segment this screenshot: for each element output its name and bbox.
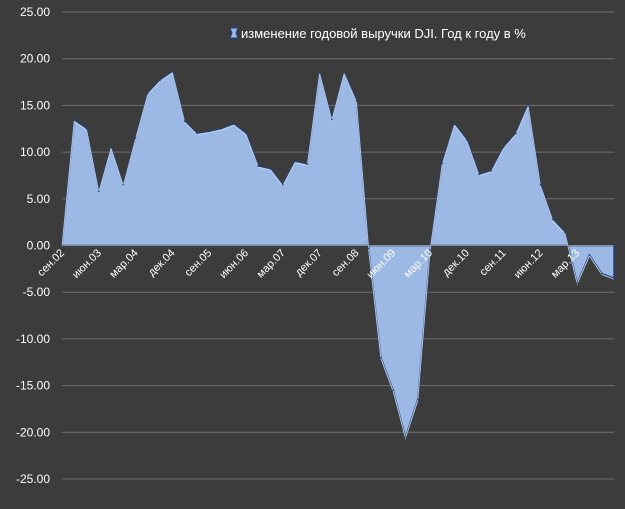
data-point — [551, 218, 554, 221]
y-tick-label: -20.00 — [16, 425, 50, 439]
plot-area — [61, 70, 615, 440]
data-point — [269, 168, 272, 170]
data-point — [294, 160, 296, 163]
data-point — [85, 127, 88, 130]
data-point — [343, 71, 345, 74]
data-point — [257, 165, 260, 167]
legend-label: изменение годовой выручки DJI. Год к год… — [241, 26, 526, 41]
y-tick-label: -5.00 — [23, 285, 51, 299]
y-tick-label: 20.00 — [20, 52, 50, 66]
data-point — [318, 71, 321, 74]
data-point — [98, 190, 100, 193]
data-point — [232, 123, 235, 125]
y-tick-label: 5.00 — [27, 192, 51, 206]
data-point — [220, 127, 223, 130]
data-point — [73, 119, 76, 122]
data-point — [453, 123, 456, 125]
data-point — [600, 272, 603, 275]
y-tick-label: 10.00 — [20, 145, 50, 159]
data-point — [306, 163, 309, 166]
legend: изменение годовой выручки DJI. Год к год… — [229, 26, 526, 41]
data-point — [171, 70, 174, 73]
data-point — [576, 282, 578, 284]
data-point — [404, 436, 407, 438]
data-point — [392, 389, 395, 392]
data-point — [380, 356, 382, 359]
data-point — [613, 277, 615, 279]
data-point — [416, 398, 419, 401]
data-point — [367, 247, 370, 250]
data-point — [429, 249, 431, 251]
data-point — [588, 254, 591, 256]
data-point — [183, 120, 186, 123]
data-point — [331, 118, 333, 121]
y-tick-label: -15.00 — [16, 379, 50, 393]
data-point — [208, 130, 210, 133]
legend-swatch-icon — [229, 27, 239, 39]
data-point — [466, 139, 468, 141]
y-tick-label: -25.00 — [16, 472, 50, 486]
data-point — [527, 104, 529, 107]
y-axis: 25.00 20.00 15.00 10.00 5.00 0.00 -5.00 -10.00 -… — [16, 5, 50, 486]
data-point — [441, 162, 444, 165]
data-point — [355, 99, 358, 102]
data-point — [490, 169, 493, 172]
data-point — [122, 183, 125, 186]
data-point — [196, 132, 198, 135]
data-point — [502, 146, 505, 149]
data-point — [564, 231, 566, 234]
data-point — [539, 183, 542, 186]
y-tick-label: 0.00 — [27, 239, 51, 253]
data-point — [159, 79, 161, 81]
y-tick-label: 25.00 — [20, 5, 50, 19]
series-line — [61, 71, 615, 440]
data-point — [147, 92, 149, 95]
y-tick-label: 15.00 — [20, 98, 50, 112]
data-point — [245, 132, 247, 135]
data-point — [110, 146, 112, 149]
data-point — [515, 132, 517, 135]
data-point — [282, 183, 284, 186]
data-point — [478, 173, 480, 176]
data-point — [134, 137, 137, 139]
y-tick-label: -10.00 — [16, 332, 50, 346]
